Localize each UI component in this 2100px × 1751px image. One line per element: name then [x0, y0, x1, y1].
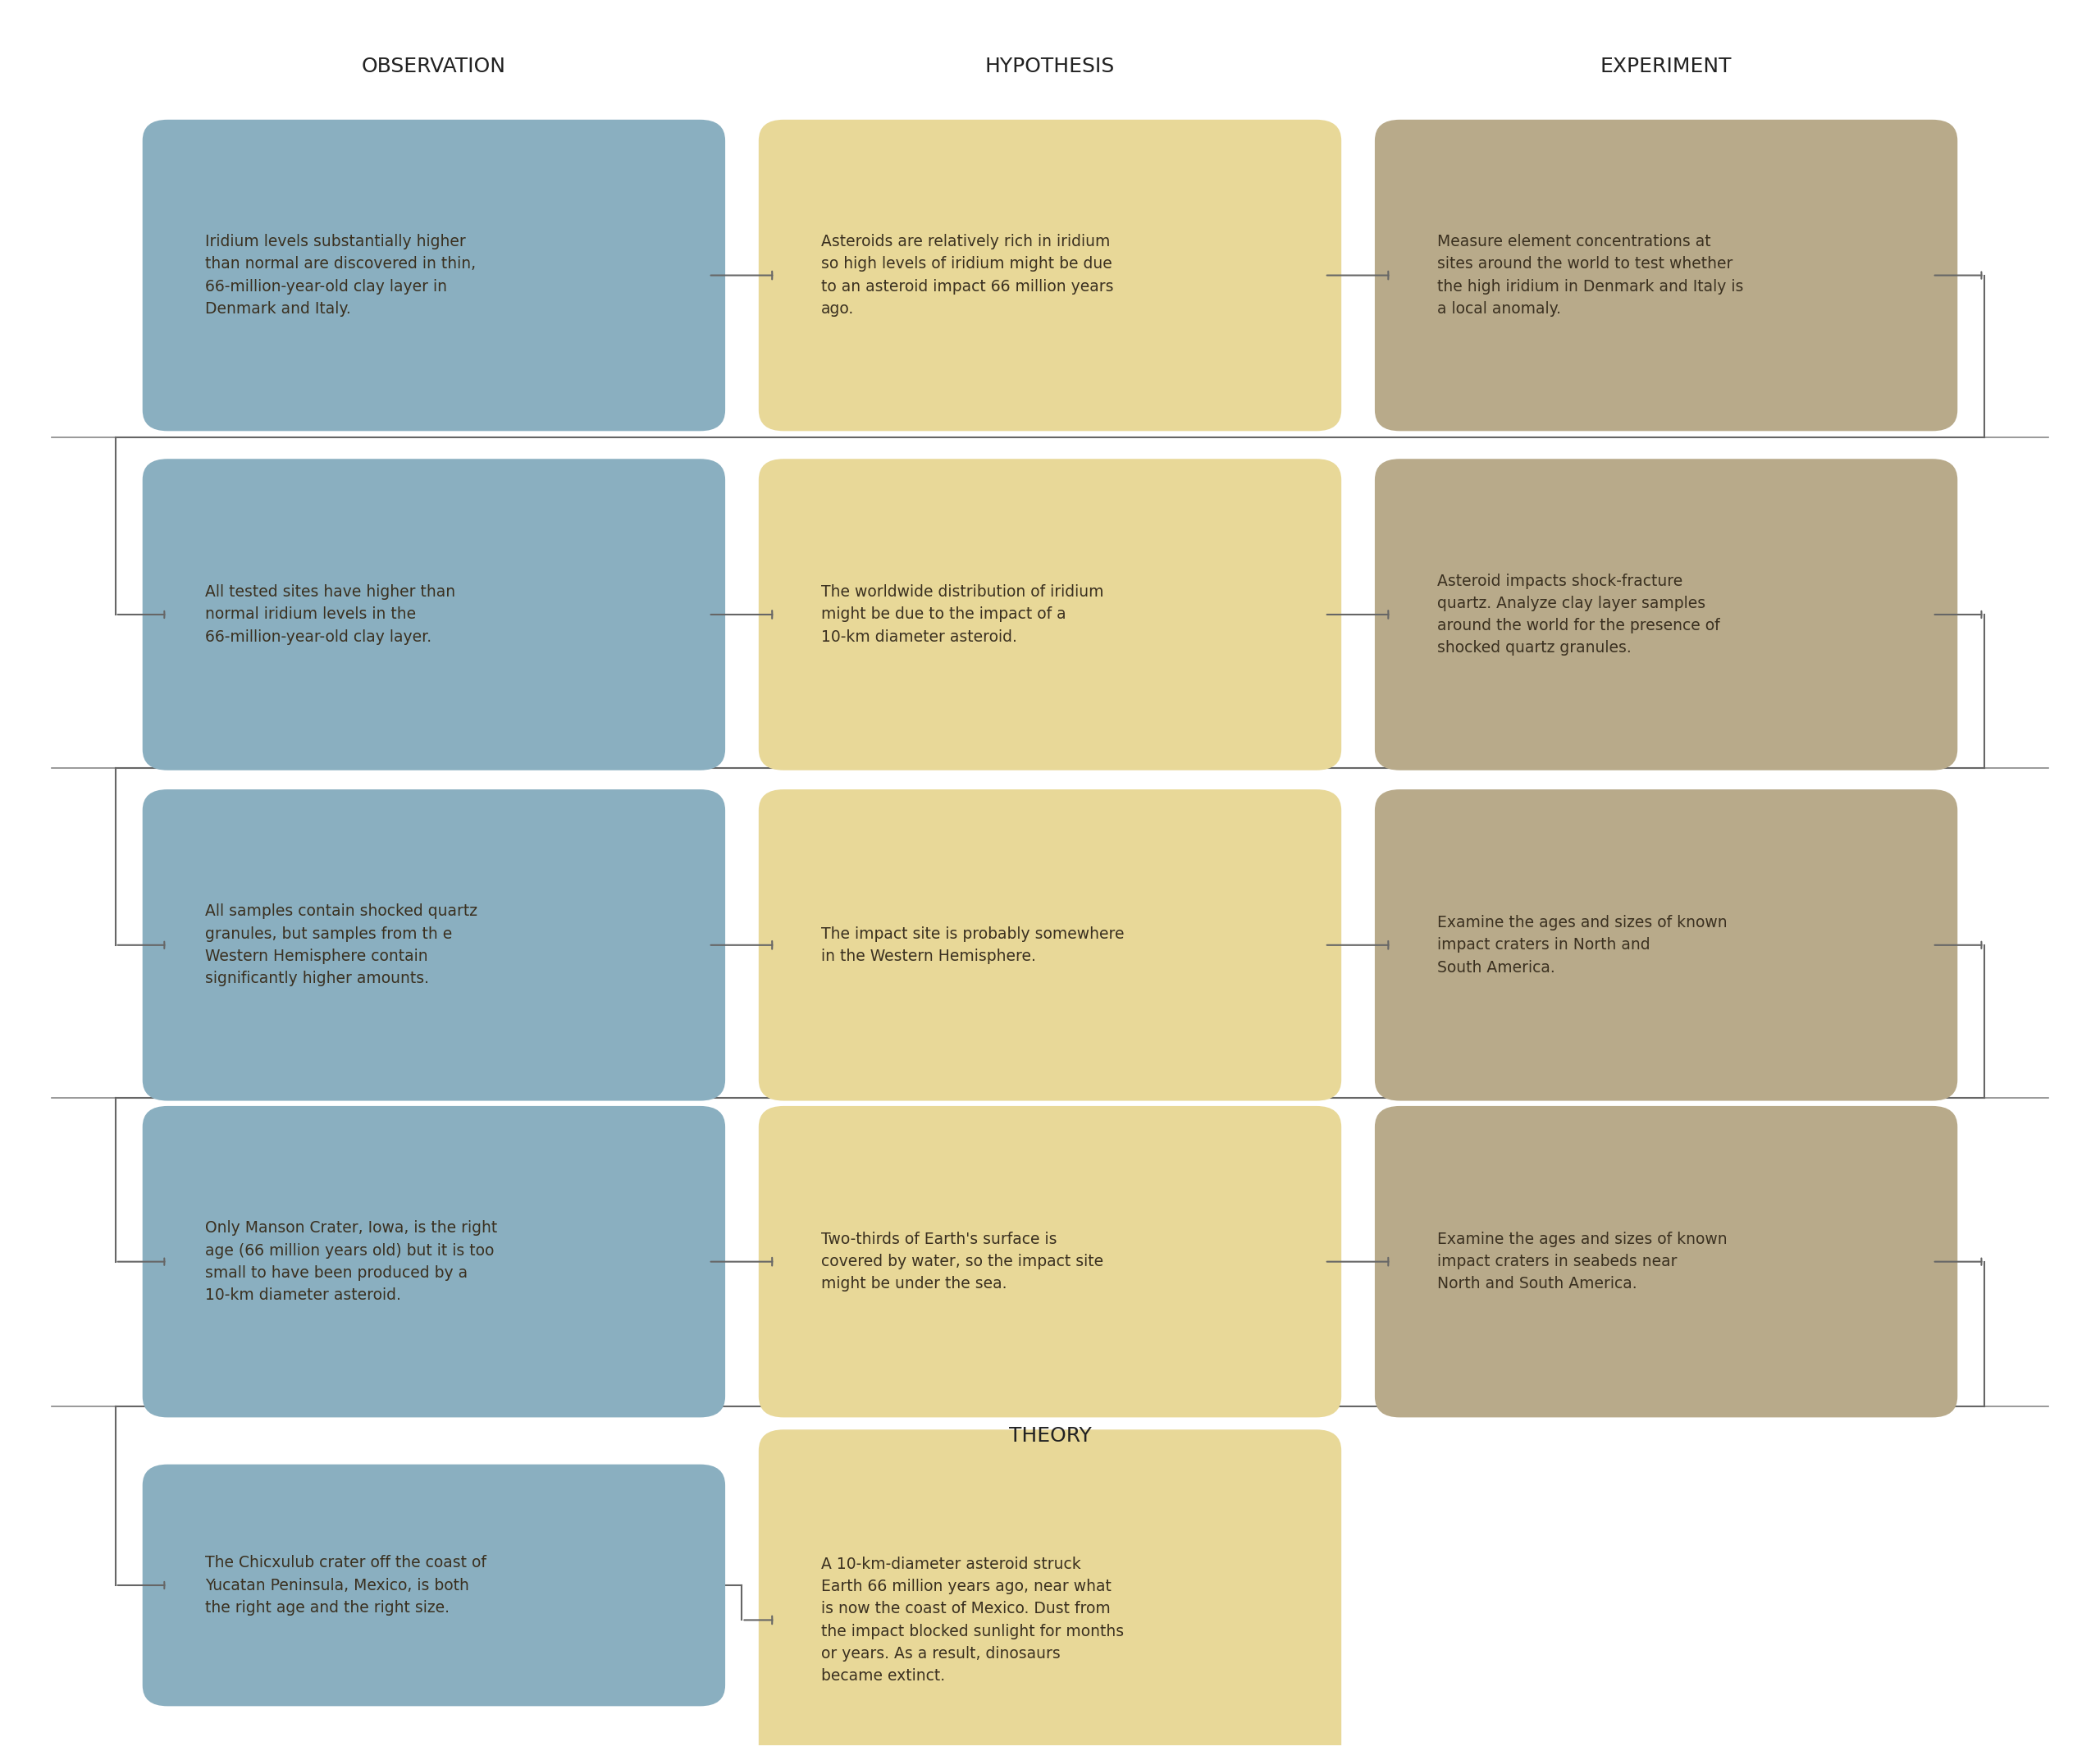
Text: All tested sites have higher than
normal iridium levels in the
66-million-year-o: All tested sites have higher than normal… — [206, 585, 456, 644]
Text: HYPOTHESIS: HYPOTHESIS — [985, 56, 1115, 77]
FancyBboxPatch shape — [143, 459, 724, 770]
Text: The impact site is probably somewhere
in the Western Hemisphere.: The impact site is probably somewhere in… — [821, 926, 1124, 965]
Text: Asteroid impacts shock-fracture
quartz. Analyze clay layer samples
around the wo: Asteroid impacts shock-fracture quartz. … — [1436, 573, 1720, 657]
Text: Two-thirds of Earth's surface is
covered by water, so the impact site
might be u: Two-thirds of Earth's surface is covered… — [821, 1231, 1105, 1292]
Text: Iridium levels substantially higher
than normal are discovered in thin,
66-milli: Iridium levels substantially higher than… — [206, 235, 477, 317]
FancyBboxPatch shape — [1376, 790, 1957, 1101]
FancyBboxPatch shape — [758, 1429, 1342, 1751]
FancyBboxPatch shape — [143, 790, 724, 1101]
Text: Examine the ages and sizes of known
impact craters in North and
South America.: Examine the ages and sizes of known impa… — [1436, 916, 1728, 975]
Text: All samples contain shocked quartz
granules, but samples from th e
Western Hemis: All samples contain shocked quartz granu… — [206, 904, 477, 986]
FancyBboxPatch shape — [1376, 1107, 1957, 1417]
FancyBboxPatch shape — [143, 1464, 724, 1705]
FancyBboxPatch shape — [1376, 459, 1957, 770]
Text: The worldwide distribution of iridium
might be due to the impact of a
10-km diam: The worldwide distribution of iridium mi… — [821, 585, 1105, 644]
Text: OBSERVATION: OBSERVATION — [361, 56, 506, 77]
Text: A 10-km-diameter asteroid struck
Earth 66 million years ago, near what
is now th: A 10-km-diameter asteroid struck Earth 6… — [821, 1557, 1124, 1684]
FancyBboxPatch shape — [758, 790, 1342, 1101]
FancyBboxPatch shape — [143, 119, 724, 431]
FancyBboxPatch shape — [143, 1107, 724, 1417]
FancyBboxPatch shape — [758, 459, 1342, 770]
Text: Measure element concentrations at
sites around the world to test whether
the hig: Measure element concentrations at sites … — [1436, 235, 1743, 317]
Text: Only Manson Crater, Iowa, is the right
age (66 million years old) but it is too
: Only Manson Crater, Iowa, is the right a… — [206, 1220, 498, 1303]
Text: EXPERIMENT: EXPERIMENT — [1600, 56, 1732, 77]
Text: Examine the ages and sizes of known
impact craters in seabeds near
North and Sou: Examine the ages and sizes of known impa… — [1436, 1231, 1728, 1292]
FancyBboxPatch shape — [758, 1107, 1342, 1417]
Text: THEORY: THEORY — [1008, 1425, 1092, 1446]
Text: The Chicxulub crater off the coast of
Yucatan Peninsula, Mexico, is both
the rig: The Chicxulub crater off the coast of Yu… — [206, 1555, 487, 1616]
Text: Asteroids are relatively rich in iridium
so high levels of iridium might be due
: Asteroids are relatively rich in iridium… — [821, 235, 1113, 317]
FancyBboxPatch shape — [758, 119, 1342, 431]
FancyBboxPatch shape — [1376, 119, 1957, 431]
